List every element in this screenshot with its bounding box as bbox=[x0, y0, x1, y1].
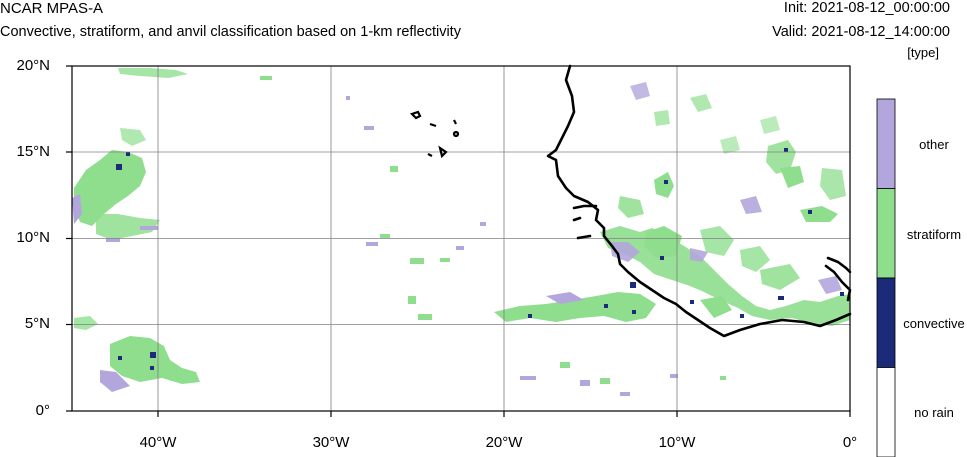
precip-scatter-central bbox=[260, 76, 726, 396]
plot-subtitle: Convective, stratiform, and anvil classi… bbox=[0, 24, 461, 40]
page-title: NCAR MPAS-A bbox=[0, 0, 104, 17]
lat-lon-grid bbox=[72, 66, 850, 411]
precip-cluster-west-north bbox=[72, 68, 188, 242]
colorbar-label-no-rain: no rain bbox=[914, 405, 954, 420]
valid-time: Valid: 2021-08-12_14:00:00 bbox=[772, 24, 950, 40]
colorbar-swatch-convective bbox=[876, 277, 896, 368]
lat-label-20n: 20°N bbox=[16, 57, 50, 74]
colorbar-label-other: other bbox=[919, 137, 949, 152]
colorbar-swatch-no-rain bbox=[876, 367, 896, 457]
lon-label-20w: 20°W bbox=[485, 434, 523, 451]
lat-label-0: 0° bbox=[35, 402, 50, 419]
precip-cluster-west-africa bbox=[600, 82, 850, 326]
precip-classification-field bbox=[72, 68, 850, 396]
colorbar-label-convective: convective bbox=[903, 316, 965, 331]
lon-label-0: 0° bbox=[842, 434, 858, 451]
lat-label-5n: 5°N bbox=[24, 315, 50, 332]
precip-band-itcz bbox=[494, 292, 656, 322]
lat-label-10n: 10°N bbox=[16, 229, 50, 246]
lon-label-40w: 40°W bbox=[139, 434, 177, 451]
lon-label-10w: 10°W bbox=[658, 434, 696, 451]
precip-cluster-west-south bbox=[74, 316, 200, 392]
map-frame bbox=[66, 65, 851, 417]
colorbar-swatch-stratiform bbox=[876, 188, 896, 279]
colorbar bbox=[876, 98, 896, 457]
lat-label-15n: 15°N bbox=[16, 143, 50, 160]
colorbar-units: [type] bbox=[907, 45, 939, 60]
lon-label-30w: 30°W bbox=[312, 434, 350, 451]
colorbar-label-stratiform: stratiform bbox=[906, 227, 962, 242]
init-time: Init: 2021-08-12_00:00:00 bbox=[783, 0, 950, 16]
cape-verde-islands bbox=[409, 110, 460, 159]
colorbar-swatch-other bbox=[876, 98, 896, 189]
coastline bbox=[546, 64, 852, 338]
